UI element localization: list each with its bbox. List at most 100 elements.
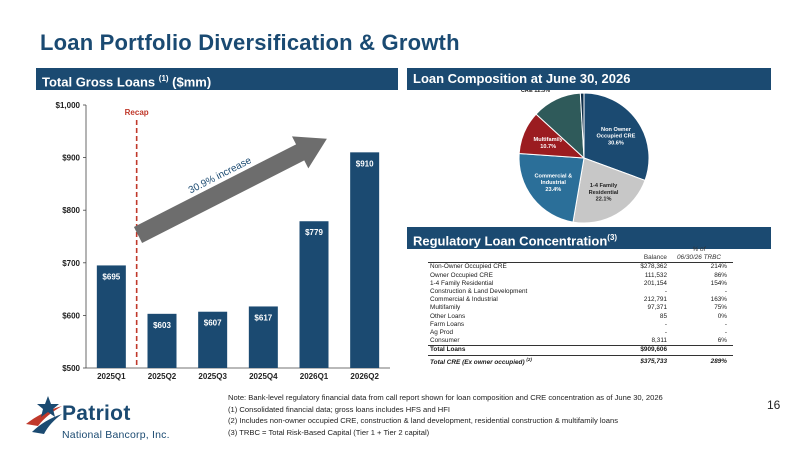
row-pct: 86% <box>714 271 727 279</box>
table-row: Construction & Land Development - - <box>428 288 733 296</box>
row-balance: 111,532 <box>644 271 667 279</box>
x-tick-label: 2025Q3 <box>198 372 227 381</box>
x-tick-label: 2025Q4 <box>249 372 278 381</box>
row-pct: 0% <box>717 312 727 320</box>
header-unit: ($mm) <box>168 74 212 90</box>
row-balance: - <box>664 329 667 337</box>
table-row: Consumer 8,311 6% <box>428 337 733 346</box>
header-text: Regulatory Loan Concentration <box>413 233 608 249</box>
row-label: Consumer <box>430 337 460 345</box>
row-label: Ag Prod <box>430 329 454 337</box>
footnote-1: (1) Consolidated financial data; gross l… <box>228 404 451 414</box>
row-pct: 75% <box>714 304 727 312</box>
x-tick-label: 2025Q2 <box>148 372 177 381</box>
table-body: Non-Owner Occupied CRE $278,362 214% Owner … <box>428 263 733 367</box>
logo-name: Patriot <box>62 402 131 425</box>
row-balance: $278,362 <box>640 263 667 271</box>
bar-data-label: $779 <box>305 228 323 237</box>
table-row: Owner Occupied CRE 111,532 86% <box>428 272 733 280</box>
row-label: Other Loans <box>430 312 466 320</box>
loan-composition-pie-chart: Non Owner Occupied CRE 30.6% 1-4 Family Resi… <box>506 90 650 224</box>
row-balance: 85 <box>659 312 667 320</box>
footnote-ref: (3) <box>607 233 618 242</box>
y-tick-label: $700 <box>62 259 80 268</box>
total-gross-loans-bar-chart: $500 $600 $700 $800 $900 $1,000 $695 2025Q1 $603… <box>56 101 390 381</box>
row-pct: 163% <box>710 296 727 304</box>
row-label: Owner Occupied CRE <box>430 271 493 279</box>
row-label: 1-4 Family Residential <box>430 279 494 287</box>
pie-slice-label: 1-4 Family Residential 22.1% <box>589 183 619 203</box>
table-row: Commercial & Industrial 212,791 163% <box>428 296 733 304</box>
footnote-3: (3) TRBC = Total Risk-Based Capital (Tie… <box>228 427 430 437</box>
pie-slice-label: Multifamily 10.7% <box>534 137 564 150</box>
table-header-row: % of <box>428 246 733 254</box>
total-cre-row: Total CRE (Ex owner occupied) (2) $375,73… <box>428 355 733 367</box>
row-pct: - <box>724 320 727 328</box>
regulatory-concentration-header: Regulatory Loan Concentration(3) <box>407 227 771 249</box>
table-header-row: Balance 06/30/26 TRBC <box>428 254 733 264</box>
y-tick-label: $800 <box>62 206 80 215</box>
patriot-logo <box>26 396 62 434</box>
row-label: Non-Owner Occupied CRE <box>430 263 507 271</box>
row-balance: - <box>664 288 667 296</box>
row-pct: - <box>724 288 727 296</box>
bar <box>147 313 177 368</box>
x-tick-label: 2026Q2 <box>350 372 379 381</box>
table-row: 1-4 Family Residential 201,154 154% <box>428 280 733 288</box>
bar-data-label: $910 <box>356 159 374 168</box>
row-balance: $909,606 <box>607 345 669 356</box>
row-pct: 289% <box>710 358 727 366</box>
total-loans-row: Total Loans $909,606 <box>428 345 733 356</box>
bar-data-label: $695 <box>102 272 120 281</box>
bar-data-label: $603 <box>153 321 171 330</box>
pie-slice-label: Commercial & Industrial 23.4% <box>535 173 573 193</box>
x-tick-label: 2026Q1 <box>300 372 329 381</box>
logo-subtitle: National Bancorp, Inc. <box>62 429 170 441</box>
row-pct: 6% <box>717 337 727 345</box>
table-row: Non-Owner Occupied CRE $278,362 214% <box>428 263 733 272</box>
y-tick-label: $900 <box>62 154 80 163</box>
footnotes: Note: Bank-level regulatory financial da… <box>228 392 663 438</box>
balance-header: Balance <box>607 254 669 264</box>
row-label: Farm Loans <box>430 320 465 328</box>
row-balance: - <box>664 320 667 328</box>
star-swoosh-icon <box>26 396 62 434</box>
page-title: Loan Portfolio Diversification & Growth <box>40 30 460 55</box>
pie-slice <box>579 92 585 159</box>
y-tick-label: $1,000 <box>56 101 81 110</box>
table-row: Other Loans 85 0% <box>428 313 733 321</box>
row-balance: $375,733 <box>640 358 667 366</box>
row-balance: 201,154 <box>643 279 667 287</box>
bar-data-label: $607 <box>204 319 222 328</box>
pie-slice <box>518 152 585 223</box>
pie-slice <box>583 92 650 182</box>
footnote-note: Note: Bank-level regulatory financial da… <box>228 393 663 402</box>
pie-slice-label: Non Owner Occupied CRE 30.6% <box>597 127 636 147</box>
table-row: Farm Loans - - <box>428 321 733 329</box>
header-text: Total Gross Loans <box>42 74 159 90</box>
bar <box>198 311 228 368</box>
table-row: Ag Prod - - <box>428 329 733 337</box>
total-gross-loans-header: Total Gross Loans (1) ($mm) <box>36 68 398 90</box>
row-label: Total Loans <box>428 345 607 356</box>
row-balance: 97,371 <box>647 304 667 312</box>
page-number: 16 <box>767 398 781 412</box>
row-pct: 214% <box>710 263 727 271</box>
footnote-ref: (1) <box>158 74 169 83</box>
loan-composition-header: Loan Composition at June 30, 2026 <box>407 68 771 90</box>
row-label: Total CRE (Ex owner occupied) (2) <box>430 356 532 366</box>
x-tick-label: 2025Q1 <box>97 372 126 381</box>
bar <box>248 306 278 368</box>
bar-data-label: $617 <box>254 313 272 322</box>
row-label: Construction & Land Development <box>430 288 528 296</box>
row-label: Multifamily <box>430 304 461 312</box>
table-row: Multifamily 97,371 75% <box>428 304 733 312</box>
pie-slice <box>572 157 646 224</box>
pct-header-line2: 06/30/26 TRBC <box>669 254 733 264</box>
bar <box>350 152 380 368</box>
recap-label: Recap <box>125 108 149 117</box>
growth-arrow-shape <box>133 136 327 244</box>
bar <box>299 221 329 368</box>
row-pct: - <box>724 329 727 337</box>
